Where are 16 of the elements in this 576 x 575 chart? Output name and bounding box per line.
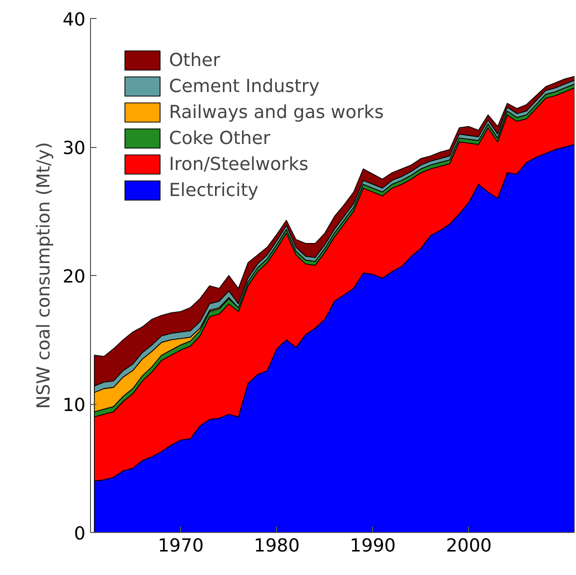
legend-label: Electricity — [169, 180, 258, 200]
y-tick-label: 20 — [62, 266, 86, 288]
y-tick-label: 10 — [62, 395, 86, 416]
x-tick-label: 1980 — [254, 536, 300, 556]
x-tick-label: 1990 — [350, 536, 396, 556]
y-tick-label: 40 — [62, 10, 86, 30]
x-tick-label: 2000 — [446, 536, 492, 556]
y-tick-label: 0 — [74, 524, 86, 544]
x-tick-label: 1970 — [158, 536, 204, 556]
legend-label: Railways and gas works — [169, 102, 384, 122]
legend-label: Iron/Steelworks — [169, 154, 308, 174]
legend-label: Other — [169, 50, 220, 70]
legend-label: Cement Industry — [169, 76, 320, 96]
legend-label: Coke Other — [169, 128, 270, 148]
y-tick-label: 30 — [62, 138, 86, 159]
y-axis-title: NSW coal consumption (Mt/y) — [34, 142, 55, 409]
